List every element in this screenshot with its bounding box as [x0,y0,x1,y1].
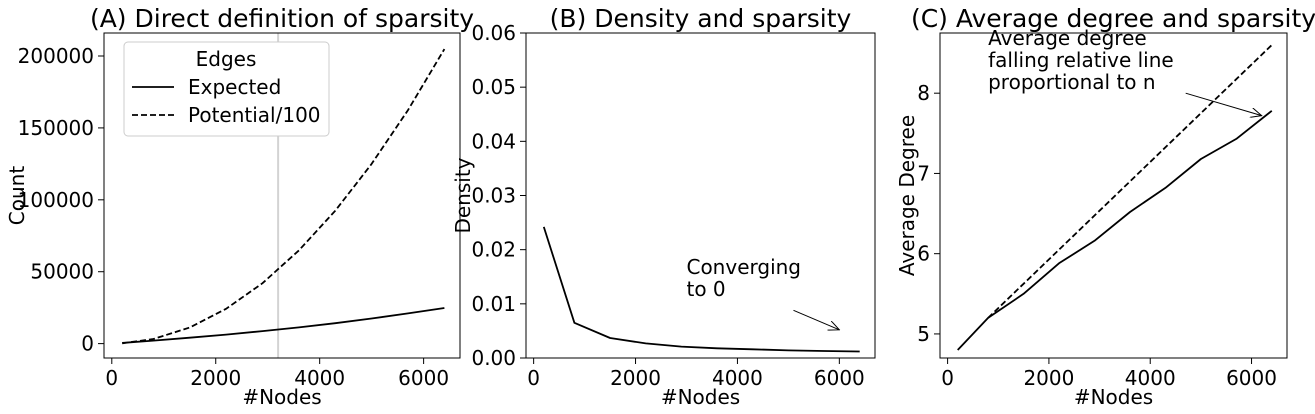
y-tick-label: 5 [917,322,930,346]
legend-box [123,41,330,137]
y-tick-label: 100000 [18,188,94,212]
series-line-1 [957,110,1273,351]
chart-title: (A) Direct definition of sparsity [90,4,474,33]
y-axis-label: Average Degree [895,115,919,276]
y-tick-label: 50000 [30,260,94,284]
x-axis-label: #Nodes [242,385,321,409]
annotation-text: Converging [686,255,801,279]
y-tick-label: 0.04 [471,129,516,153]
y-tick-label: 150000 [18,116,94,140]
y-tick-label: 0.01 [471,292,516,316]
series-line-2 [122,48,446,345]
series-line-1 [542,226,860,353]
y-tick-label: 6 [917,242,930,266]
series-line-1 [122,307,445,344]
y-tick-label: 200000 [18,44,94,68]
annotation-arrow [1185,92,1262,115]
x-tick-label: 4000 [294,366,345,390]
y-tick-label: 0 [81,332,94,356]
y-tick-label: 0.02 [471,238,516,262]
axes-frame [525,32,876,359]
legend-label-1: Expected [188,75,281,99]
x-tick-label: 0 [527,366,540,390]
y-tick-label: 0.00 [471,346,516,370]
x-tick-label: 2000 [1023,366,1074,390]
series-line-2 [987,44,1273,319]
y-tick-label: 8 [917,81,930,105]
y-tick-label: 7 [917,161,930,185]
x-tick-label: 4000 [712,366,763,390]
chart-panel-2: 0 2000 4000 6000 0.00 0.01 0.02 0.03 0.04 0.05 0.0… [451,4,876,409]
annotation-text: to 0 [686,277,725,301]
legend-title: Edges [196,47,257,71]
annotation-text: proportional to n [988,70,1155,94]
y-tick-label: 0.03 [471,184,516,208]
x-tick-label: 0 [941,366,954,390]
x-axis-label: #Nodes [661,385,740,409]
annotation-text: Average degree [988,26,1147,50]
x-tick-label: 6000 [1226,366,1277,390]
axes-frame [103,32,461,359]
x-tick-label: 6000 [398,366,449,390]
chart-title: (B) Density and sparsity [550,4,852,33]
chart-title: (C) Average degree and sparsity [911,4,1315,33]
x-tick-label: 4000 [1125,366,1176,390]
x-tick-label: 6000 [814,366,865,390]
axes-frame [939,32,1288,359]
chart-panel-3: 0 2000 4000 6000 5 6 7 8 (C) Average degree and … [895,4,1315,409]
y-axis-label: Density [451,157,475,233]
y-tick-label: 0.05 [471,75,516,99]
x-axis-label: #Nodes [1074,385,1153,409]
annotation-arrow [793,309,839,330]
x-tick-label: 2000 [190,366,241,390]
y-axis-label: Count [5,166,29,226]
legend-label-2: Potential/100 [188,103,321,127]
y-tick-label: 0.06 [471,21,516,45]
x-tick-label: 2000 [610,366,661,390]
annotation-text: falling relative line [988,48,1174,72]
chart-panel-1: 0 2000 4000 6000 0 50000 100000 150000 200000 (A)… [5,4,474,409]
legend: Edges Expected Potential/100 [123,41,330,137]
x-tick-label: 0 [105,366,118,390]
